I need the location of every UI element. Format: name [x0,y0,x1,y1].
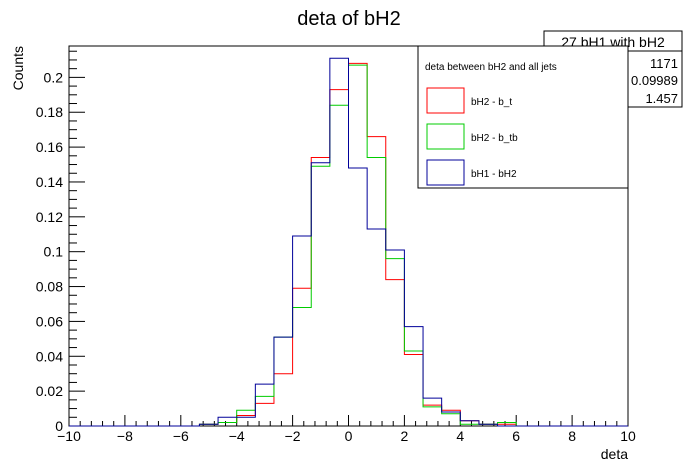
stats-value-entries: 1171 [650,56,678,71]
y-axis-label: Counts [10,46,26,90]
x-tick-label: −2 [285,428,301,444]
legend-swatch [426,159,465,186]
x-tick-label: 10 [620,428,636,444]
y-tick-label: 0.12 [36,209,63,225]
y-tick-label: 0.08 [36,279,63,295]
x-tick-label: 8 [568,428,576,444]
y-tick-label: 0.18 [36,104,63,120]
x-tick-label: −6 [173,428,189,444]
x-tick-label: −4 [229,428,245,444]
x-axis-label: deta [601,446,628,462]
x-tick-label: 6 [512,428,520,444]
axis-ticks [68,50,629,427]
y-tick-label: 0.2 [44,69,64,85]
y-tick-label: 0.06 [36,313,63,329]
y-tick-label: 0.14 [36,174,63,190]
legend-swatch [426,123,465,150]
x-tick-label: 2 [401,428,409,444]
y-tick-label: 0.16 [36,139,63,155]
legend-entry-label: bH1 - bH2 [471,169,517,180]
stats-value-mean: 0.09989 [631,73,678,88]
stats-value-stddev: 1.457 [645,91,678,106]
x-tick-label: −10 [57,428,81,444]
histogram-series [69,57,628,427]
x-tick-label: 4 [456,428,464,444]
chart-title: deta of bH2 [297,8,400,30]
y-tick-label: 0.04 [36,348,63,364]
x-tick-label: 0 [345,428,353,444]
y-tick-label: 0.1 [44,244,64,260]
legend-entry-label: bH2 - b_t [471,97,512,108]
histogram-line-3 [69,57,628,427]
x-tick-labels: −10 −8 −6 −4 −2 0 2 4 6 8 10 [57,428,636,444]
y-tick-label: 0.02 [36,383,63,399]
legend: deta between bH2 and all jets bH2 - b_tb… [417,45,629,189]
y-tick-labels: 0 0.02 0.04 0.06 0.08 0.1 0.12 0.14 0.16 0.18 0.2 [36,69,63,434]
legend-swatch [426,87,465,114]
y-tick-label: 0 [55,418,63,434]
legend-entry-label: bH2 - b_tb [471,133,518,144]
x-tick-label: −8 [117,428,133,444]
legend-title: deta between bH2 and all jets [425,62,557,73]
